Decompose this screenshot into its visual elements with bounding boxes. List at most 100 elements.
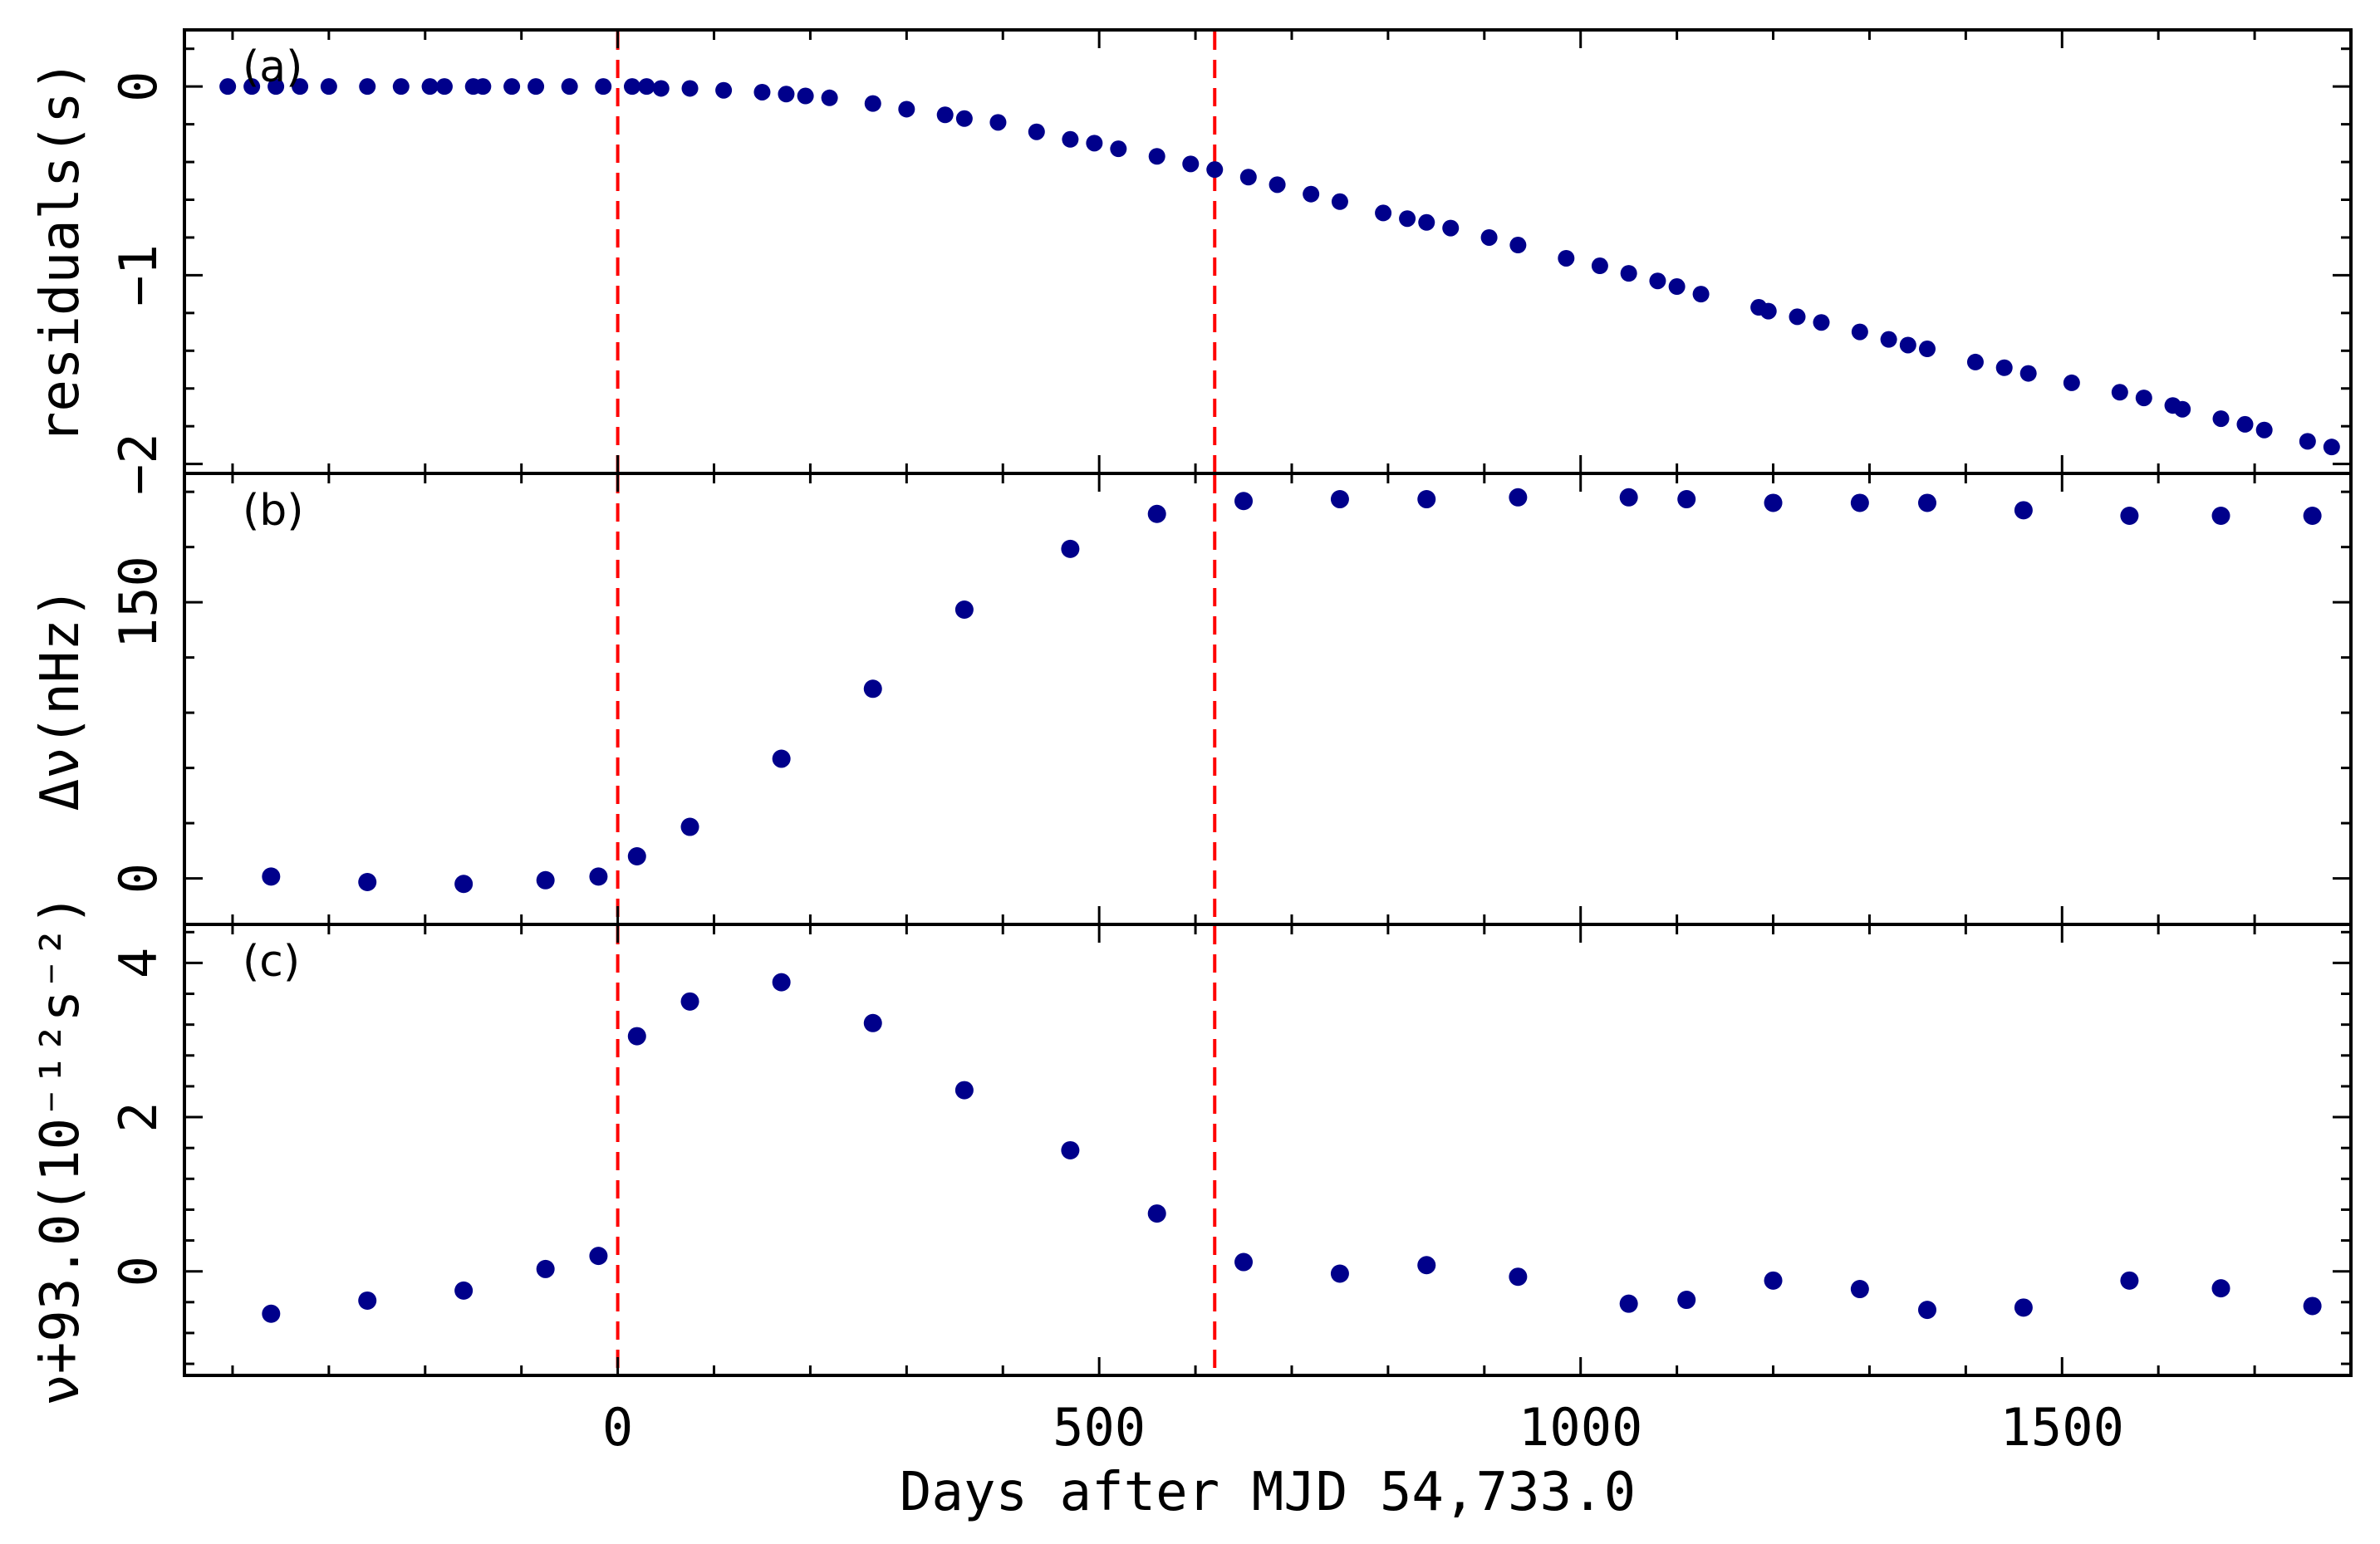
ytick-label-c-0: 0 — [108, 1256, 169, 1287]
point-a-11 — [503, 78, 521, 96]
xticks-b — [231, 473, 2353, 924]
point-b-5 — [627, 846, 646, 865]
x-tick-labels: 0 500 1000 1500 — [602, 1397, 2124, 1458]
point-a-45 — [1509, 237, 1527, 254]
point-a-6 — [392, 78, 410, 96]
point-c-7 — [772, 973, 791, 992]
point-c-21 — [2014, 1298, 2033, 1317]
point-a-15 — [623, 78, 640, 96]
point-a-50 — [1668, 278, 1686, 296]
point-a-33 — [1148, 148, 1165, 165]
ylabel-a: residuals(s) — [30, 60, 91, 444]
point-c-5 — [627, 1027, 646, 1046]
points-b — [262, 488, 2322, 894]
xticks-c — [231, 924, 2353, 1375]
panel-tag-c: (c) — [243, 937, 300, 987]
point-a-13 — [561, 78, 578, 96]
frame-a — [183, 28, 2353, 475]
point-a-26 — [936, 106, 954, 124]
point-c-13 — [1330, 1264, 1349, 1283]
point-a-72 — [2323, 439, 2340, 456]
ytick-label-a-0: 0 — [108, 71, 169, 102]
point-a-4 — [320, 78, 337, 96]
point-a-23 — [821, 89, 838, 106]
point-b-4 — [589, 867, 608, 886]
ytick-label-c-1: 2 — [108, 1101, 169, 1132]
point-a-1 — [243, 78, 261, 96]
point-b-15 — [1509, 488, 1528, 507]
point-a-8 — [435, 78, 453, 96]
point-a-63 — [2063, 374, 2080, 391]
point-a-27 — [955, 110, 973, 127]
point-a-21 — [778, 86, 795, 103]
point-a-49 — [1649, 272, 1666, 290]
point-c-16 — [1619, 1294, 1638, 1313]
points-c — [262, 973, 2322, 1323]
point-a-34 — [1182, 155, 1200, 173]
ytick-label-a-1: −1 — [108, 244, 169, 306]
point-b-12 — [1234, 492, 1254, 511]
xtick-label-2: 1000 — [1519, 1397, 1642, 1458]
vlines-c — [616, 926, 1217, 1374]
vlines-a — [616, 32, 1217, 472]
point-a-10 — [474, 78, 492, 96]
point-a-25 — [898, 100, 915, 118]
point-b-7 — [772, 749, 791, 768]
panel-b: 0 150 (b) Δν(nHz) — [30, 472, 2353, 926]
point-a-0 — [219, 78, 237, 96]
point-a-19 — [715, 81, 733, 99]
point-a-31 — [1086, 135, 1103, 152]
point-b-19 — [1850, 493, 1869, 512]
point-a-29 — [1028, 123, 1045, 140]
point-a-58 — [1899, 336, 1916, 354]
point-a-68 — [2212, 410, 2230, 428]
ytick-label-b-1: 150 — [108, 556, 169, 649]
point-a-61 — [1995, 359, 2013, 376]
point-a-30 — [1062, 130, 1079, 148]
point-a-69 — [2236, 415, 2254, 433]
ytick-label-b-0: 0 — [108, 863, 169, 894]
point-c-9 — [954, 1081, 974, 1100]
point-b-21 — [2014, 501, 2033, 520]
point-a-60 — [1966, 353, 1984, 370]
point-b-3 — [536, 870, 555, 890]
point-a-41 — [1399, 210, 1416, 228]
point-a-14 — [595, 78, 612, 96]
point-a-3 — [292, 78, 309, 96]
point-c-14 — [1417, 1256, 1436, 1275]
point-a-36 — [1239, 169, 1257, 186]
point-a-40 — [1375, 204, 1392, 222]
panel-tag-a: (a) — [243, 42, 302, 92]
point-a-5 — [359, 78, 376, 96]
point-b-17 — [1677, 490, 1696, 509]
panel-a: 0 −1 −2 (a) residuals(s) — [30, 28, 2353, 495]
point-c-10 — [1061, 1140, 1080, 1159]
point-c-24 — [2303, 1296, 2322, 1316]
point-a-48 — [1620, 265, 1637, 282]
point-a-65 — [2135, 390, 2152, 407]
point-c-19 — [1850, 1280, 1869, 1299]
point-b-9 — [954, 600, 974, 620]
point-a-37 — [1269, 176, 1286, 194]
xticks-a — [231, 30, 2353, 473]
point-a-32 — [1110, 140, 1127, 158]
point-c-22 — [2120, 1271, 2139, 1290]
xtick-label-0: 0 — [602, 1397, 633, 1458]
point-c-17 — [1677, 1291, 1696, 1310]
point-a-51 — [1692, 286, 1710, 303]
yticks-c: 0 2 4 — [108, 930, 2351, 1365]
point-c-15 — [1509, 1267, 1528, 1287]
point-b-16 — [1619, 488, 1638, 507]
point-c-2 — [454, 1281, 474, 1300]
ytick-label-c-2: 4 — [108, 948, 169, 978]
ytick-label-a-2: −2 — [108, 433, 169, 495]
point-b-22 — [2120, 506, 2139, 525]
point-a-20 — [753, 83, 771, 100]
point-a-53 — [1759, 302, 1777, 320]
point-a-22 — [797, 87, 814, 105]
point-c-8 — [863, 1013, 882, 1032]
point-b-20 — [1917, 493, 1936, 512]
point-a-24 — [864, 95, 881, 112]
point-a-62 — [2019, 365, 2037, 382]
point-a-16 — [638, 78, 655, 96]
